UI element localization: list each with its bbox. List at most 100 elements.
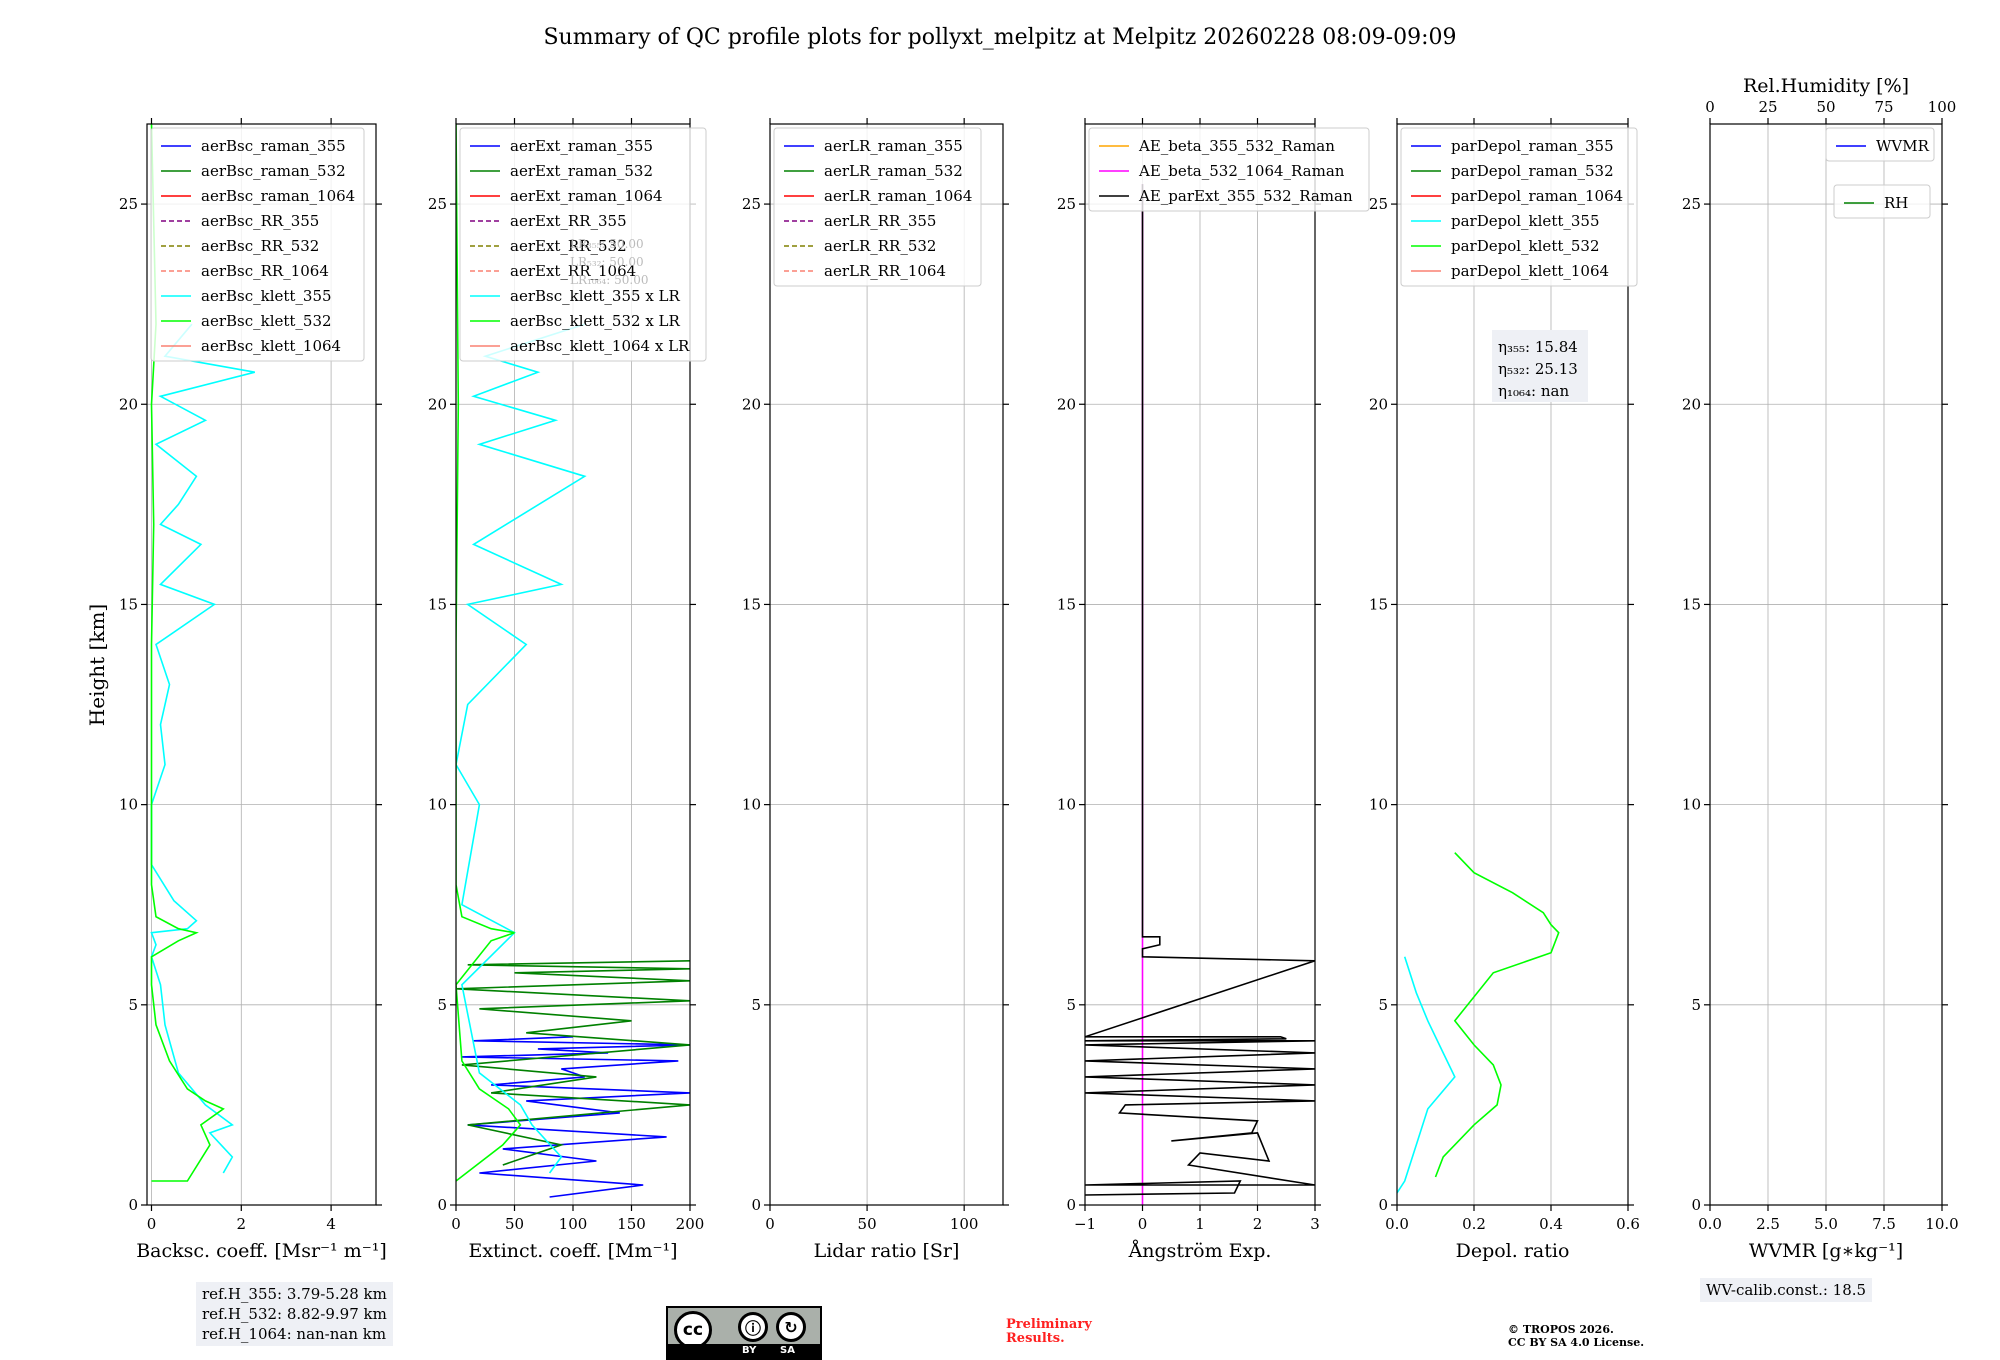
y-tick-label: 20 — [428, 395, 447, 413]
panel-backscatter: 0 2 4 0 5 10 15 20 25 Backsc. coeff. [Msr⁻¹ m⁻¹] a… — [119, 118, 387, 1262]
top-tick-label: 50 — [1816, 98, 1835, 116]
sa-share-icon: ↻ — [776, 1312, 806, 1342]
legend-label: aerBsc_klett_532 — [201, 312, 332, 330]
copyright-line-2: CC BY SA 4.0 License. — [1508, 1336, 1645, 1349]
y-tick-label: 5 — [128, 996, 138, 1014]
y-tick-label: 20 — [1369, 395, 1388, 413]
legend-label: AE_parExt_355_532_Raman — [1138, 187, 1353, 205]
x-tick-label: 0.0 — [1698, 1215, 1722, 1233]
legend-label: parDepol_raman_532 — [1451, 162, 1614, 180]
series-line-parDepol_klett_532 — [1434, 852, 1560, 1178]
x-tick-label: 0.2 — [1462, 1215, 1486, 1233]
legend-rh: RH — [1833, 184, 1931, 219]
y-tick-label: 25 — [1057, 195, 1076, 213]
y-tick-label: 10 — [119, 796, 138, 814]
legend-label: parDepol_raman_355 — [1451, 137, 1614, 155]
x-axis-label: WVMR [g∗kg⁻¹] — [1749, 1240, 1903, 1262]
legend-label: aerLR_raman_1064 — [824, 187, 972, 205]
panel-lidar_ratio: 0 50 100 0 5 10 15 20 25 Lidar ratio [Sr] aerLR_ra… — [742, 118, 1009, 1262]
lr-annotation: LR₅₃₂: 50.00 — [570, 255, 644, 269]
top-tick-label: 25 — [1758, 98, 1777, 116]
y-tick-label: 10 — [742, 796, 761, 814]
series-line-aerBsc_klett_532 — [150, 124, 225, 1182]
x-tick-label: 2 — [1253, 1215, 1263, 1233]
legend-label: aerBsc_raman_355 — [201, 137, 346, 155]
lr-annotation: LR₃₅₅: 50.00 — [570, 237, 644, 251]
copyright-note: © TROPOS 2026. CC BY SA 4.0 License. — [1508, 1323, 1644, 1349]
y-tick-label: 0 — [437, 1196, 447, 1214]
x-tick-label: 0.4 — [1539, 1215, 1563, 1233]
legend-label: AE_beta_532_1064_Raman — [1138, 162, 1345, 180]
legend-frame — [1825, 127, 1935, 162]
legend-frame — [1400, 127, 1638, 287]
y-tick-label: 0 — [1691, 1196, 1701, 1214]
legend-label: aerExt_raman_355 — [510, 137, 653, 155]
y-tick-label: 0 — [1378, 1196, 1388, 1214]
figure-title: Summary of QC profile plots for pollyxt_… — [543, 25, 1456, 50]
y-tick-label: 25 — [428, 195, 447, 213]
legend-label: parDepol_klett_1064 — [1451, 262, 1609, 280]
x-tick-label: 0 — [451, 1215, 461, 1233]
y-tick-label: 20 — [1682, 395, 1701, 413]
legend: AE_beta_355_532_Raman AE_beta_532_1064_Ra… — [1088, 127, 1370, 212]
y-tick-label: 20 — [742, 395, 761, 413]
eta-annotation: η₃₅₅: 15.84 — [1498, 338, 1578, 356]
x-tick-label: 2 — [237, 1215, 247, 1233]
y-tick-label: 5 — [1378, 996, 1388, 1014]
panel-extinction: 0 50 100 150 200 0 5 10 15 20 25 Extinct. coeff. [M… — [428, 118, 707, 1262]
y-tick-label: 25 — [742, 195, 761, 213]
legend: aerLR_raman_355 aerLR_raman_532 aerLR_rama… — [773, 127, 982, 287]
legend-label: RH — [1884, 194, 1908, 212]
y-tick-label: 15 — [428, 595, 447, 613]
legend-frame — [150, 127, 365, 362]
y-tick-label: 15 — [742, 595, 761, 613]
y-tick-label: 10 — [1682, 796, 1701, 814]
legend-label: aerLR_RR_532 — [824, 237, 936, 255]
series-line-AE_parExt_355_532_Raman — [1085, 184, 1315, 1196]
x-tick-label: 100 — [950, 1215, 979, 1233]
x-axis-label: Ångström Exp. — [1128, 1240, 1272, 1262]
cc-by-label: BY — [742, 1345, 757, 1356]
legend-frame — [1833, 184, 1931, 219]
cc-bar: BY SA — [668, 1344, 820, 1358]
top-axis-label: Rel.Humidity [%] — [1743, 75, 1909, 97]
legend-frame — [773, 127, 982, 287]
y-tick-label: 5 — [1066, 996, 1076, 1014]
legend-label: aerLR_raman_532 — [824, 162, 963, 180]
y-tick-label: 0 — [751, 1196, 761, 1214]
wv-calib-box: WV-calib.const.: 18.5 — [1700, 1278, 1873, 1302]
x-tick-label: 2.5 — [1756, 1215, 1780, 1233]
x-tick-label: 50 — [505, 1215, 524, 1233]
eta-annotation: η₅₃₂: 25.13 — [1498, 360, 1578, 378]
series-line-aerBsc_klett_532 x LR — [456, 124, 522, 1182]
series-line-aerExt_raman_355 — [461, 1036, 690, 1198]
legend-frame — [459, 127, 707, 362]
legend-label: aerBsc_RR_355 — [201, 212, 319, 230]
y-tick-label: 15 — [1057, 595, 1076, 613]
eta-annotation: η₁₀₆₄: nan — [1498, 382, 1569, 400]
legend-label: aerExt_raman_1064 — [510, 187, 663, 205]
series-line-aerBsc_klett_355 x LR — [456, 323, 587, 1174]
x-tick-label: 0 — [147, 1215, 157, 1233]
preliminary-line-1: Preliminary — [1006, 1317, 1092, 1332]
series-line-aerExt_raman_532 — [456, 960, 690, 1166]
x-tick-label: 1 — [1195, 1215, 1205, 1233]
preliminary-line-2: Results. — [1006, 1331, 1065, 1346]
ref-height-355: ref.H_355: 3.79-5.28 km — [202, 1285, 387, 1303]
legend-label: aerBsc_RR_532 — [201, 237, 319, 255]
x-tick-label: 100 — [559, 1215, 588, 1233]
legend-label: aerExt_raman_532 — [510, 162, 653, 180]
legend-label: aerBsc_klett_1064 — [201, 337, 341, 355]
top-tick-label: 100 — [1928, 98, 1957, 116]
legend-label: parDepol_klett_532 — [1451, 237, 1600, 255]
x-axis-label: Depol. ratio — [1456, 1240, 1570, 1262]
preliminary-note: Preliminary Results. — [1006, 1318, 1092, 1346]
y-tick-label: 15 — [1369, 595, 1388, 613]
y-tick-label: 10 — [1057, 796, 1076, 814]
legend-label: parDepol_klett_355 — [1451, 212, 1600, 230]
legend-label: aerExt_RR_532 — [510, 237, 627, 255]
series-line-parDepol_klett_355 — [1397, 956, 1456, 1194]
by-person-icon: ⓘ — [738, 1312, 768, 1342]
y-tick-label: 0 — [128, 1196, 138, 1214]
legend-label: aerBsc_raman_1064 — [201, 187, 355, 205]
